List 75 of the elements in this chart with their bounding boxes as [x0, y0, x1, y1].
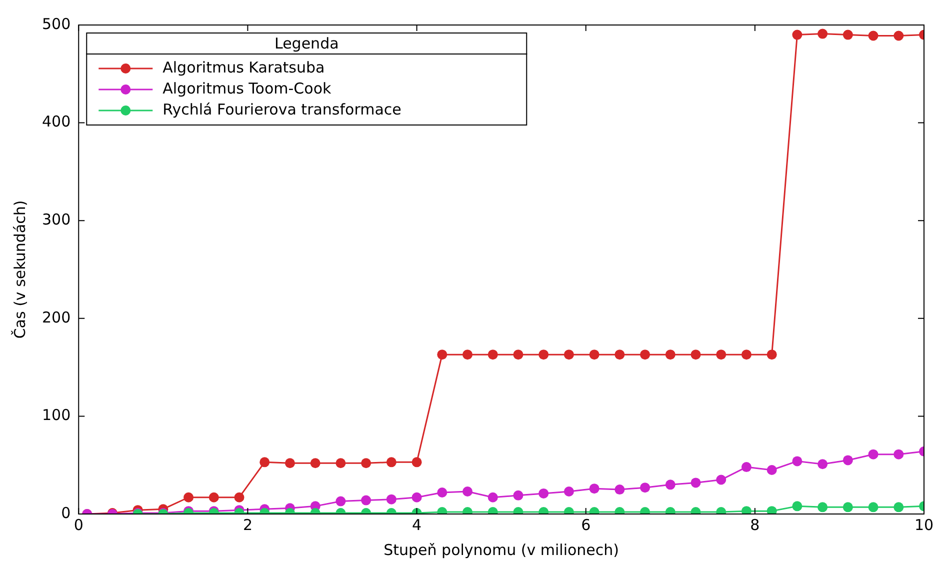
y-tick-label: 400 [42, 112, 71, 131]
x-tick-label: 0 [74, 516, 84, 534]
y-tick-label: 500 [42, 14, 71, 33]
point [842, 455, 853, 466]
point [386, 494, 396, 504]
legend-label: Rychlá Fourierova transformace [162, 100, 402, 118]
point [868, 502, 878, 512]
point [894, 502, 904, 512]
point [310, 458, 320, 468]
point [336, 496, 346, 506]
legend-label: Algoritmus Toom-Cook [162, 79, 332, 98]
point [488, 492, 498, 502]
point [741, 350, 752, 360]
point [894, 449, 904, 460]
point [640, 482, 650, 493]
point [690, 350, 701, 360]
point [690, 478, 701, 488]
point [437, 487, 448, 498]
point [488, 350, 498, 360]
point [741, 462, 752, 472]
point [361, 495, 372, 506]
point [589, 350, 600, 360]
point [184, 492, 194, 502]
point [538, 488, 549, 498]
point [564, 350, 574, 360]
point [640, 350, 650, 360]
point [564, 486, 574, 497]
point [412, 492, 422, 502]
point [284, 458, 295, 468]
point [513, 490, 524, 500]
point [614, 484, 625, 495]
point [513, 350, 524, 360]
point [868, 30, 878, 41]
x-tick-label: 6 [581, 516, 591, 534]
x-tick-label: 2 [242, 516, 252, 534]
point [792, 501, 802, 512]
point [868, 449, 878, 460]
y-tick-label: 100 [42, 406, 71, 424]
point [766, 464, 777, 475]
point [792, 456, 802, 466]
point [386, 457, 396, 468]
point [818, 28, 828, 39]
x-axis-title: Stupeň polynomu (v milionech) [384, 540, 620, 559]
point [766, 350, 777, 360]
point [260, 457, 270, 468]
legend-label: Algoritmus Karatsuba [162, 58, 325, 76]
point [716, 350, 726, 360]
point [665, 350, 676, 360]
y-tick-label: 200 [42, 308, 71, 326]
legend-title: Legenda [274, 34, 339, 52]
point [538, 350, 549, 360]
point [818, 459, 828, 470]
point [437, 350, 448, 360]
point [842, 30, 853, 40]
point [208, 492, 219, 502]
y-tick-label: 0 [61, 504, 71, 522]
point [818, 502, 828, 512]
point [336, 458, 346, 468]
x-tick-label: 10 [914, 516, 934, 534]
point [842, 502, 853, 512]
point [234, 492, 244, 502]
x-tick-label: 4 [412, 516, 422, 534]
point [462, 486, 472, 497]
y-tick-label: 300 [42, 210, 71, 228]
x-tick-label: 8 [750, 516, 760, 534]
point [716, 474, 726, 485]
point [614, 350, 625, 360]
y-axis-title: Čas (v sekundách) [10, 200, 29, 339]
point [792, 30, 802, 40]
point [589, 484, 600, 494]
point [894, 30, 904, 41]
point [665, 480, 676, 490]
point [462, 350, 472, 360]
point [412, 457, 422, 468]
point [361, 458, 372, 468]
